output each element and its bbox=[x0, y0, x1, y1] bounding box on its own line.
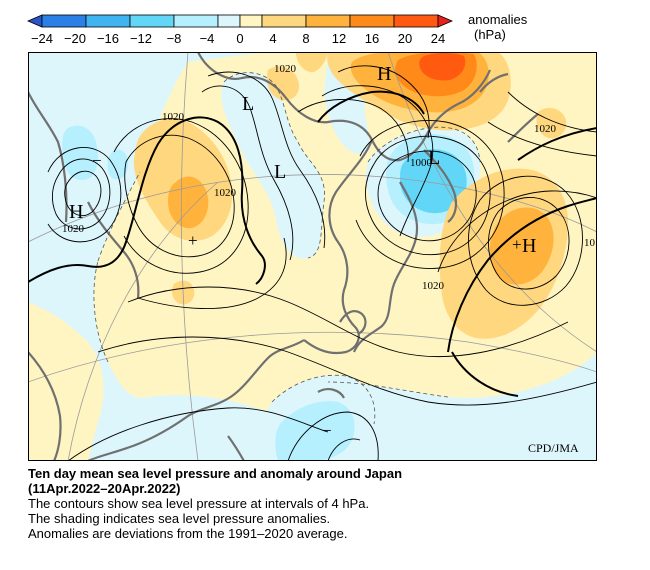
legend-title: anomalies bbox=[468, 12, 528, 27]
colorbar-tick-label: −4 bbox=[200, 31, 215, 46]
isobars bbox=[47, 65, 597, 461]
low-pressure-center: L bbox=[242, 93, 254, 115]
colorbar-seg-neg12-neg8 bbox=[129, 14, 175, 28]
isobar-label: 1020 bbox=[534, 123, 557, 135]
colorbar-tick-label: 4 bbox=[269, 31, 276, 46]
anomaly-region-positive-8 bbox=[489, 207, 554, 285]
colorbar-seg-12-16 bbox=[349, 14, 395, 28]
high-pressure-center: H bbox=[522, 235, 536, 257]
caption-line-contours: The contours show sea level pressure at … bbox=[28, 496, 370, 511]
caption-line-anomalies: Anomalies are deviations from the 1991–2… bbox=[28, 526, 348, 541]
colorbar-lowest-arrow bbox=[26, 14, 43, 28]
colorbar-segments bbox=[26, 14, 454, 28]
colorbar-seg-16-20 bbox=[393, 14, 439, 28]
colorbar-tick-label: 20 bbox=[398, 31, 412, 46]
figure-caption: Ten day mean sea level pressure and anom… bbox=[28, 466, 628, 541]
caption-line-shading: The shading indicates sea level pressure… bbox=[28, 511, 331, 526]
isobar-label: 1020 bbox=[62, 223, 85, 235]
colorbar-seg-8-12 bbox=[305, 14, 351, 28]
colorbar-tick-label: 12 bbox=[332, 31, 346, 46]
anomaly-zero-contours bbox=[93, 72, 481, 425]
colorbar-tick-label: −20 bbox=[64, 31, 86, 46]
caption-title: Ten day mean sea level pressure and anom… bbox=[28, 466, 403, 481]
anomaly-region-negative-8 bbox=[400, 149, 467, 214]
colorbar-seg-neg8-neg4 bbox=[173, 14, 219, 28]
anomaly-minus-marker: − bbox=[322, 421, 332, 440]
anomaly-region-positive-4 bbox=[296, 52, 328, 73]
isobar-1020-bold bbox=[28, 90, 597, 397]
anomaly-plus-marker: + bbox=[188, 231, 198, 250]
colorbar-tick-label: 0 bbox=[236, 31, 243, 46]
anomaly-plus-marker: + bbox=[512, 235, 522, 254]
map-frame bbox=[28, 52, 597, 461]
high-pressure-center: H bbox=[69, 201, 83, 223]
anomaly-colorbar: −24 −20 −16 −12 −8 −4 0 4 8 12 16 20 24 … bbox=[26, 12, 528, 46]
isobar-label: 10 bbox=[584, 237, 596, 249]
anomaly-region-negative-4 bbox=[107, 149, 128, 180]
caption-period: (11Apr.2022–20Apr.2022) bbox=[28, 481, 181, 496]
colorbar-tick-label: 24 bbox=[431, 31, 445, 46]
anomaly-region-negative bbox=[221, 72, 325, 259]
graticule bbox=[28, 52, 597, 461]
map-credit: CPD/JMA bbox=[528, 441, 579, 455]
colorbar-tick-label: 8 bbox=[302, 31, 309, 46]
colorbar-seg-4-8 bbox=[261, 14, 307, 28]
low-pressure-center: L bbox=[428, 147, 440, 169]
pressure-anomaly-map: 1020 1020 1020 1020 1020 1000 1020 1020 … bbox=[28, 52, 597, 461]
isobar-label: 1020 bbox=[214, 187, 237, 199]
isobar-label: 1020 bbox=[162, 111, 185, 123]
colorbar-seg-neg4-0 bbox=[217, 14, 241, 28]
colorbar-tick-label: −24 bbox=[31, 31, 53, 46]
colorbar-seg-neg20-neg16 bbox=[41, 14, 87, 28]
low-pressure-center: L bbox=[274, 161, 286, 183]
legend-unit: (hPa) bbox=[474, 27, 506, 42]
colorbar-tick-label: −12 bbox=[130, 31, 152, 46]
colorbar-highest-arrow bbox=[437, 14, 454, 28]
colorbar-tick-label: −8 bbox=[167, 31, 182, 46]
isobar-label: 1020 bbox=[274, 63, 297, 75]
colorbar-seg-0-4 bbox=[239, 14, 263, 28]
anomaly-minus-marker: − bbox=[92, 151, 102, 170]
colorbar-seg-neg16-neg12 bbox=[85, 14, 131, 28]
anomaly-region-positive-4 bbox=[536, 107, 567, 139]
anomaly-region-positive bbox=[28, 302, 104, 461]
anomaly-region-negative-4 bbox=[62, 125, 98, 181]
isobar-label: 1020 bbox=[422, 280, 445, 292]
colorbar-tick-label: −16 bbox=[97, 31, 119, 46]
colorbar-tick-label: 16 bbox=[365, 31, 379, 46]
anomaly-region-positive-4 bbox=[266, 66, 300, 101]
anomaly-region-positive-16 bbox=[419, 53, 466, 81]
high-pressure-center: H bbox=[377, 63, 391, 85]
isobar-label: 1000 bbox=[410, 157, 433, 169]
